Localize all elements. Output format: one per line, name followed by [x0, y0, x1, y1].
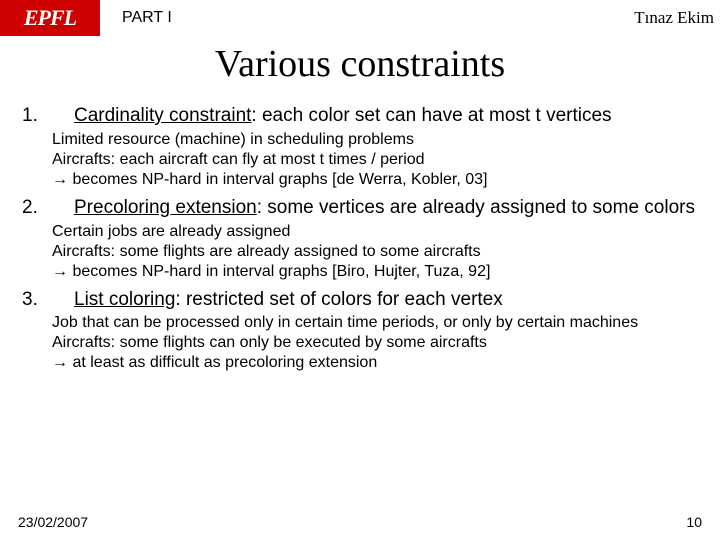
- item-heading: 2. Precoloring extension: some vertices …: [14, 196, 706, 220]
- sub-line: → at least as difficult as precoloring e…: [52, 353, 706, 373]
- sub-line: Aircrafts: each aircraft can fly at most…: [52, 150, 706, 170]
- sub-line: Aircrafts: some flights can only be exec…: [52, 333, 706, 353]
- item-rest: : some vertices are already assigned to …: [257, 197, 695, 218]
- sub-line: Limited resource (machine) in scheduling…: [52, 130, 706, 150]
- item-subtext: Job that can be processed only in certai…: [14, 313, 706, 373]
- epfl-logo: EPFL: [0, 0, 100, 36]
- footer-date: 23/02/2007: [18, 514, 88, 530]
- item-term: List coloring: [74, 289, 175, 310]
- item-subtext: Certain jobs are already assigned Aircra…: [14, 222, 706, 282]
- item-term: Precoloring extension: [74, 197, 257, 218]
- item-rest: : restricted set of colors for each vert…: [175, 289, 502, 310]
- item-rest: : each color set can have at most t vert…: [251, 105, 611, 126]
- item-text: Precoloring extension: some vertices are…: [74, 196, 706, 220]
- item-text: Cardinality constraint: each color set c…: [74, 104, 706, 128]
- sub-line: → becomes NP-hard in interval graphs [de…: [52, 170, 706, 190]
- slide-title: Various constraints: [0, 42, 720, 86]
- item-term: Cardinality constraint: [74, 105, 251, 126]
- item-number: 2.: [14, 196, 74, 220]
- item-heading: 3. List coloring: restricted set of colo…: [14, 288, 706, 312]
- author-name: Tınaz Ekim: [634, 8, 714, 28]
- sub-line: → becomes NP-hard in interval graphs [Bi…: [52, 262, 706, 282]
- list-item: 2. Precoloring extension: some vertices …: [14, 196, 706, 282]
- item-subtext: Limited resource (machine) in scheduling…: [14, 130, 706, 190]
- item-heading: 1. Cardinality constraint: each color se…: [14, 104, 706, 128]
- footer-page-number: 10: [686, 514, 702, 530]
- part-label: PART I: [122, 9, 172, 27]
- slide-content: 1. Cardinality constraint: each color se…: [0, 104, 720, 373]
- list-item: 1. Cardinality constraint: each color se…: [14, 104, 706, 190]
- list-item: 3. List coloring: restricted set of colo…: [14, 288, 706, 374]
- item-text: List coloring: restricted set of colors …: [74, 288, 706, 312]
- sub-line: Certain jobs are already assigned: [52, 222, 706, 242]
- item-number: 3.: [14, 288, 74, 312]
- item-number: 1.: [14, 104, 74, 128]
- sub-line: Job that can be processed only in certai…: [52, 313, 706, 333]
- sub-line: Aircrafts: some flights are already assi…: [52, 242, 706, 262]
- slide-header: EPFL PART I Tınaz Ekim: [0, 0, 720, 36]
